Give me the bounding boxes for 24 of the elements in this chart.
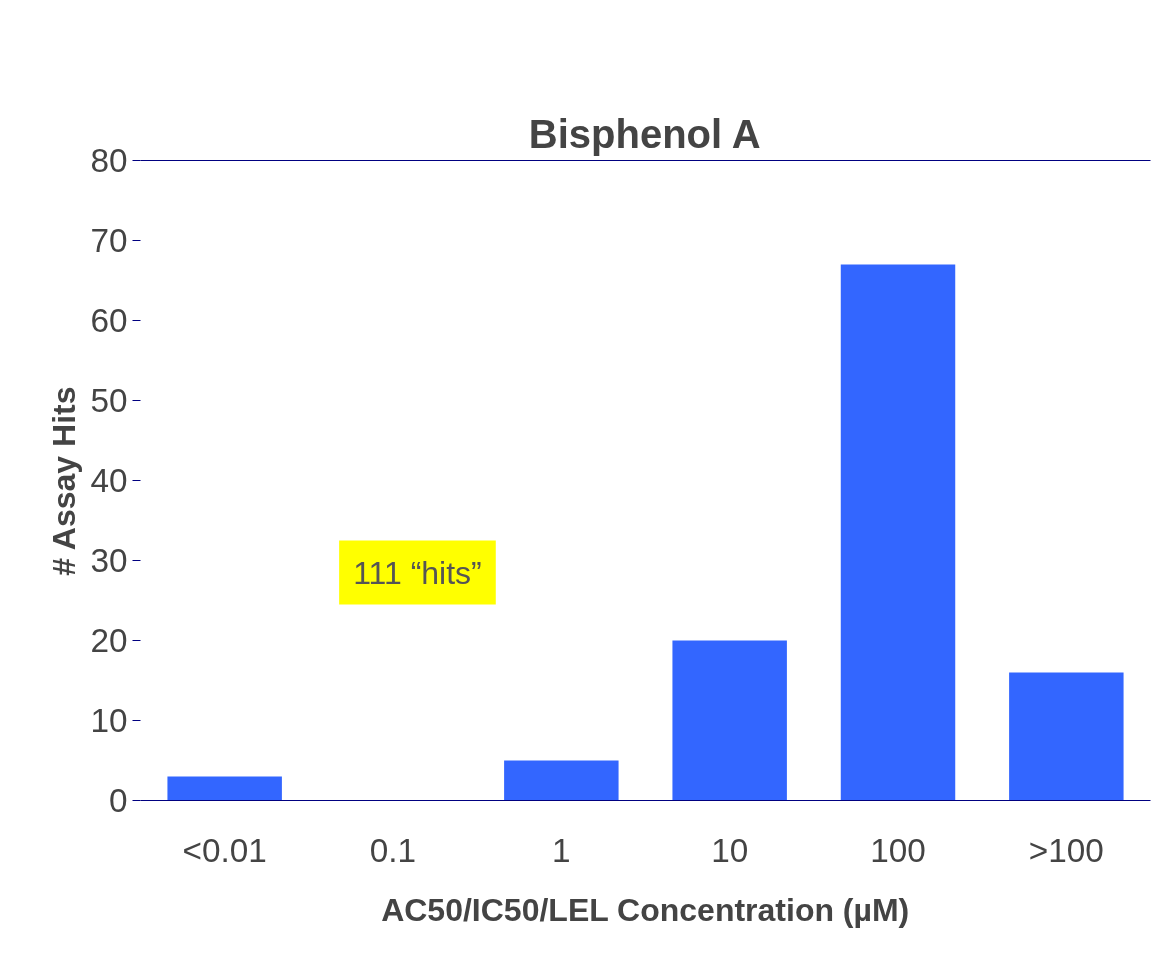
y-tick-label: 50	[90, 382, 128, 419]
chart-title: Bisphenol A	[528, 111, 761, 156]
x-tick-label: 100	[870, 831, 926, 869]
y-tick-label: 0	[108, 782, 128, 819]
x-axis-title: AC50/IC50/LEL Concentration (µM)	[381, 891, 910, 928]
y-tick-label: 70	[90, 222, 128, 259]
bar	[672, 640, 787, 801]
x-tick-label: >100	[1028, 831, 1104, 869]
y-tick-label: 10	[90, 702, 128, 739]
bar	[1009, 672, 1124, 801]
y-tick-label: 30	[90, 542, 128, 579]
x-tick-label: 0.1	[369, 831, 417, 869]
bar	[167, 776, 282, 801]
x-tick-label: 10	[711, 831, 749, 869]
y-tick-label: 40	[90, 462, 128, 499]
y-tick-label: 60	[90, 302, 128, 339]
y-tick-label: 20	[90, 622, 128, 659]
bar	[840, 264, 956, 801]
y-tick-label: 80	[90, 142, 128, 179]
annotation: 111 “hits”	[353, 554, 482, 591]
bar	[504, 760, 619, 801]
x-tick-label: 1	[552, 831, 571, 869]
x-tick-label: <0.01	[182, 831, 267, 869]
y-axis-title: # Assay Hits	[46, 386, 83, 576]
